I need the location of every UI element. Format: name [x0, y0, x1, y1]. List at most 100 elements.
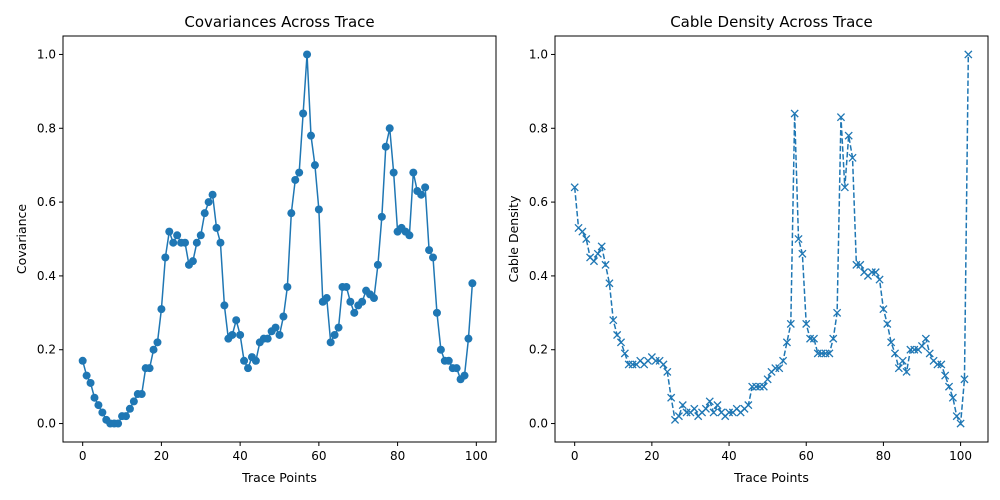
data-point — [303, 50, 312, 59]
data-point — [578, 227, 587, 236]
data-point — [628, 360, 637, 369]
chart-title: Covariances Across Trace — [184, 13, 374, 31]
data-point — [817, 349, 826, 358]
data-point — [244, 364, 253, 373]
data-point — [852, 260, 861, 269]
x-tick-label: 80 — [876, 449, 891, 463]
data-point — [295, 168, 304, 177]
data-point — [786, 319, 795, 328]
data-point — [137, 390, 146, 399]
data-point — [464, 334, 473, 343]
data-point — [425, 246, 434, 255]
data-point — [678, 401, 687, 410]
axes-frame — [62, 35, 497, 443]
data-point — [902, 367, 911, 376]
data-point — [216, 238, 225, 247]
data-point — [279, 312, 288, 321]
data-point — [389, 168, 398, 177]
data-point — [157, 305, 166, 314]
data-point — [373, 260, 382, 269]
data-point — [663, 367, 672, 376]
data-point — [330, 330, 339, 339]
series-group — [570, 50, 973, 428]
data-point — [667, 393, 676, 402]
data-point — [350, 308, 359, 317]
data-point — [890, 349, 900, 358]
data-point — [192, 238, 201, 247]
data-point — [875, 275, 884, 284]
x-tick-label: 0 — [79, 449, 87, 463]
data-point — [960, 375, 969, 384]
data-point — [937, 360, 946, 369]
data-point — [322, 294, 331, 303]
y-tick-label: 0.6 — [37, 195, 56, 209]
data-point — [840, 183, 849, 192]
data-point — [90, 393, 99, 402]
chart-title: Cable Density Across Trace — [670, 13, 873, 31]
data-point — [952, 412, 961, 421]
data-point — [86, 378, 95, 387]
data-point — [705, 397, 714, 406]
covariance-chart: Covariances Across Trace Trace Points Co… — [14, 13, 497, 485]
x-tick-label: 60 — [799, 449, 814, 463]
x-tick-label: 40 — [721, 449, 736, 463]
data-point — [794, 234, 803, 244]
data-point — [910, 345, 919, 354]
y-tick-label: 0.8 — [529, 121, 548, 135]
data-point — [98, 408, 107, 417]
data-point — [436, 345, 445, 354]
data-point — [299, 109, 308, 118]
data-point — [836, 113, 846, 122]
data-point — [925, 349, 934, 358]
data-point — [879, 305, 888, 314]
data-point — [597, 242, 606, 251]
axis-ticks: 0 20 40 60 80 100 0.0 0.2 0.4 0.6 0.8 1.0 — [529, 47, 972, 463]
data-point — [283, 282, 292, 291]
data-point — [894, 364, 903, 373]
data-point — [701, 404, 710, 413]
data-point — [314, 205, 323, 214]
data-point — [346, 297, 355, 306]
x-tick-label: 100 — [949, 449, 972, 463]
data-point — [94, 401, 103, 410]
series-line — [573, 54, 970, 427]
data-point — [906, 345, 915, 354]
data-point — [763, 375, 772, 384]
data-point — [204, 198, 213, 207]
x-tick-label: 40 — [232, 449, 247, 463]
data-point — [944, 382, 954, 391]
y-tick-label: 1.0 — [529, 47, 548, 61]
data-point — [570, 183, 579, 192]
y-axis-label: Cable Density — [506, 195, 521, 283]
data-point — [709, 408, 718, 417]
data-point — [674, 412, 683, 421]
data-point — [582, 234, 591, 244]
cable-density-chart: Cable Density Across Trace Trace Points … — [506, 13, 989, 485]
data-point — [240, 356, 249, 365]
data-point — [326, 338, 335, 347]
x-tick-label: 100 — [465, 449, 488, 463]
data-point — [844, 131, 853, 140]
data-point — [271, 323, 280, 332]
data-point — [342, 282, 351, 291]
data-point — [883, 319, 892, 328]
data-point — [856, 260, 865, 269]
data-point — [713, 401, 722, 410]
y-tick-label: 0.2 — [37, 343, 56, 357]
x-tick-label: 60 — [311, 449, 326, 463]
data-point — [78, 356, 87, 365]
data-point — [161, 253, 170, 262]
data-point — [917, 341, 927, 351]
data-point — [605, 279, 614, 288]
data-point — [752, 382, 761, 391]
data-point — [385, 124, 394, 133]
data-point — [964, 50, 973, 59]
x-tick-label: 0 — [571, 449, 579, 463]
data-point — [748, 382, 757, 391]
y-tick-label: 0.2 — [529, 343, 548, 357]
data-point — [659, 360, 668, 369]
data-point — [377, 212, 386, 221]
data-point — [291, 175, 300, 184]
data-point — [724, 408, 734, 417]
